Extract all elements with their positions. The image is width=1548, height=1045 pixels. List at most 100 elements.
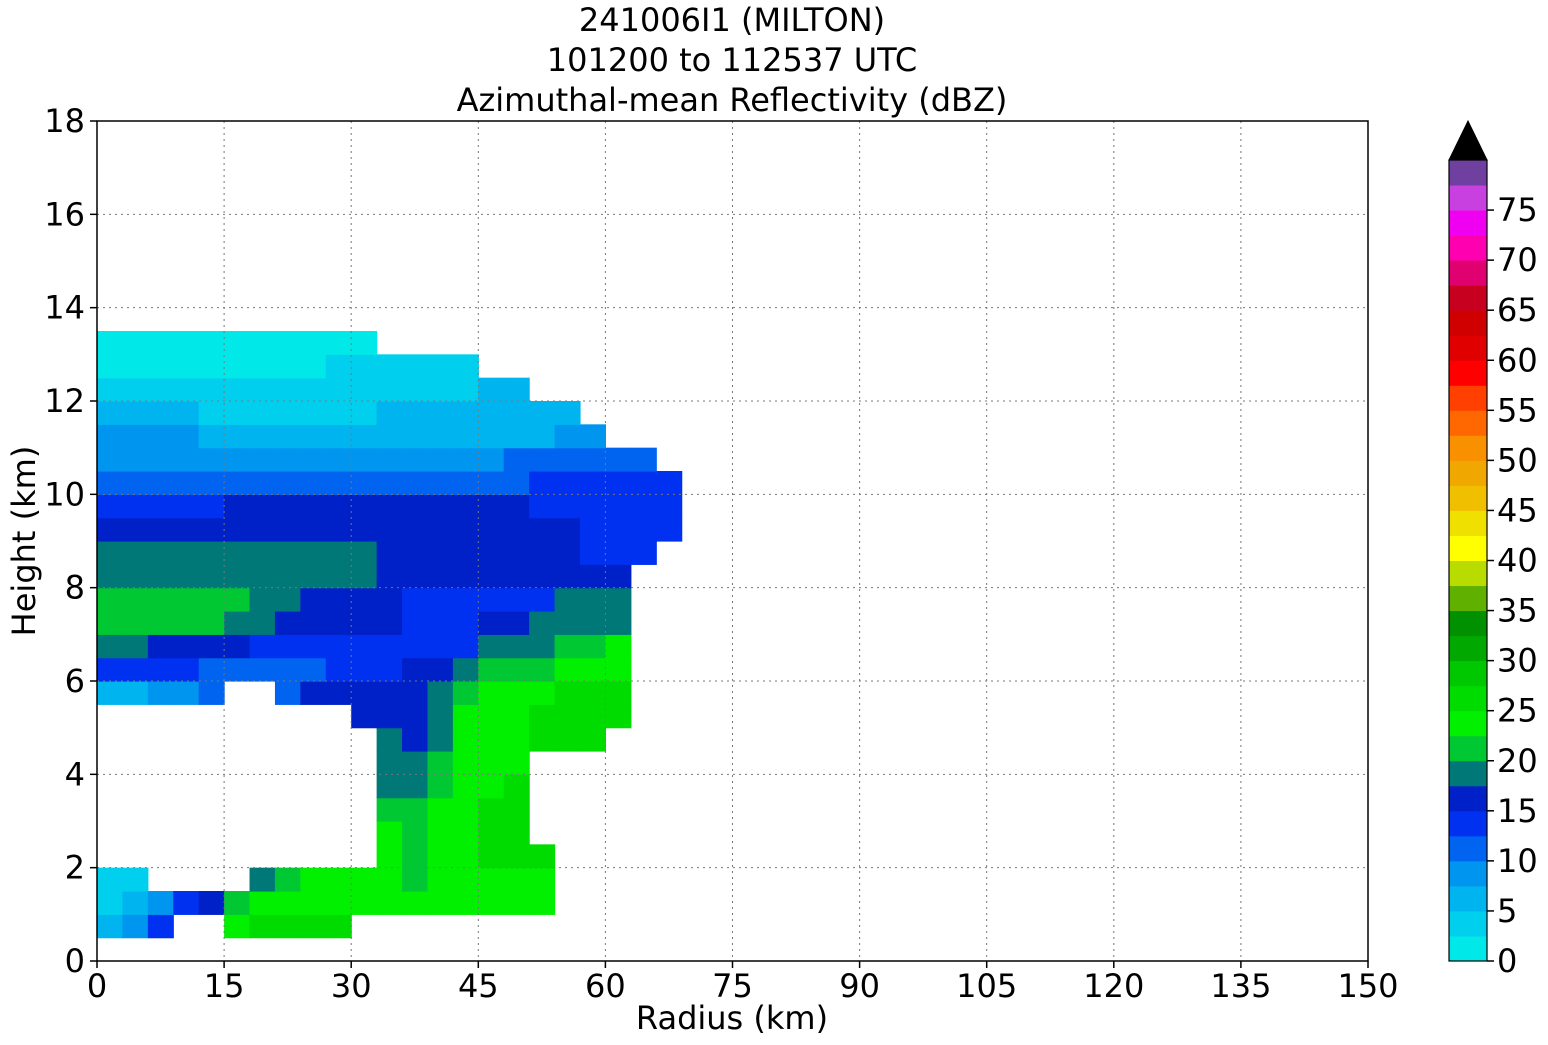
field-cell	[402, 587, 429, 612]
field-cell	[605, 494, 632, 519]
y-tick-label: 4	[65, 755, 85, 793]
field-cell	[478, 797, 505, 822]
field-cell	[452, 564, 479, 589]
field-cell	[529, 891, 556, 915]
field-cell	[97, 447, 124, 472]
field-cell	[376, 774, 403, 799]
field-cell	[122, 564, 149, 589]
field-cell	[402, 634, 429, 659]
colorbar-segment	[1449, 235, 1487, 261]
colorbar-segment	[1449, 685, 1487, 712]
field-cell	[325, 867, 352, 892]
field-cell	[173, 494, 200, 519]
field-cell	[122, 541, 149, 565]
field-cell	[300, 401, 327, 425]
field-cell	[452, 447, 479, 472]
field-cell	[274, 471, 301, 495]
field-cell	[274, 401, 301, 425]
field-cell	[427, 844, 454, 869]
field-cell	[249, 611, 276, 635]
colorbar-segment	[1449, 335, 1487, 361]
colorbar-tick-label: 60	[1497, 341, 1538, 379]
field-cell	[376, 424, 403, 449]
field-cell	[325, 611, 352, 635]
field-cell	[122, 657, 149, 682]
field-cell	[351, 704, 378, 729]
field-cell	[198, 517, 225, 542]
field-cell	[325, 634, 352, 659]
x-tick-label: 45	[458, 967, 499, 1005]
field-cell	[173, 891, 200, 915]
field-cell	[97, 564, 124, 589]
colorbar-segment	[1449, 385, 1487, 411]
field-cell	[274, 657, 301, 682]
colorbar-segment	[1449, 735, 1487, 762]
field-cell	[325, 377, 352, 402]
field-cell	[554, 447, 581, 472]
colorbar-tick-label: 35	[1497, 592, 1538, 630]
field-cell	[300, 611, 327, 635]
field-cell	[274, 541, 301, 565]
field-cell	[274, 611, 301, 635]
field-cell	[452, 844, 479, 869]
field-cell	[529, 401, 556, 425]
field-cell	[402, 681, 429, 705]
field-cell	[478, 681, 505, 705]
field-cell	[402, 867, 429, 892]
field-cell	[147, 471, 174, 495]
colorbar-segment	[1449, 710, 1487, 737]
field-cell	[173, 564, 200, 589]
field-cell	[452, 681, 479, 705]
field-cell	[224, 564, 251, 589]
field-cell	[503, 797, 530, 822]
field-cell	[503, 844, 530, 869]
field-cell	[224, 891, 251, 915]
field-cell	[452, 517, 479, 542]
field-cell	[122, 471, 149, 495]
field-cell	[224, 447, 251, 472]
field-cell	[579, 727, 606, 752]
field-cell	[122, 401, 149, 425]
field-cell	[300, 377, 327, 402]
field-cell	[325, 401, 352, 425]
field-cell	[198, 587, 225, 612]
field-cell	[427, 774, 454, 799]
y-tick-label: 16	[44, 195, 85, 233]
field-cell	[224, 424, 251, 449]
field-cell	[554, 681, 581, 705]
field-cell	[402, 704, 429, 729]
x-tick-label: 135	[1210, 967, 1271, 1005]
field-cell	[198, 471, 225, 495]
field-cell	[503, 867, 530, 892]
field-cell	[503, 494, 530, 519]
field-cell	[274, 634, 301, 659]
field-cell	[351, 494, 378, 519]
colorbar-segment	[1449, 785, 1487, 812]
field-cell	[325, 447, 352, 472]
colorbar-extension	[1448, 119, 1488, 161]
field-cell	[452, 657, 479, 682]
colorbar-tick-label: 50	[1497, 441, 1538, 479]
field-cell	[173, 611, 200, 635]
field-cell	[249, 517, 276, 542]
field-cell	[224, 331, 251, 355]
field-cell	[198, 494, 225, 519]
field-cell	[122, 891, 149, 915]
field-cell	[249, 867, 276, 892]
field-cell	[376, 541, 403, 565]
field-cell	[274, 517, 301, 542]
field-cell	[249, 331, 276, 355]
field-cell	[579, 657, 606, 682]
field-cell	[478, 471, 505, 495]
colorbar-segment	[1449, 585, 1487, 612]
field-cell	[529, 424, 556, 449]
field-cell	[122, 494, 149, 519]
field-cell	[224, 587, 251, 612]
field-cell	[529, 494, 556, 519]
field-cell	[351, 331, 378, 355]
field-cell	[478, 447, 505, 472]
colorbar-segment	[1449, 360, 1487, 386]
field-cell	[325, 331, 352, 355]
field-cell	[300, 914, 327, 939]
field-cell	[452, 774, 479, 799]
